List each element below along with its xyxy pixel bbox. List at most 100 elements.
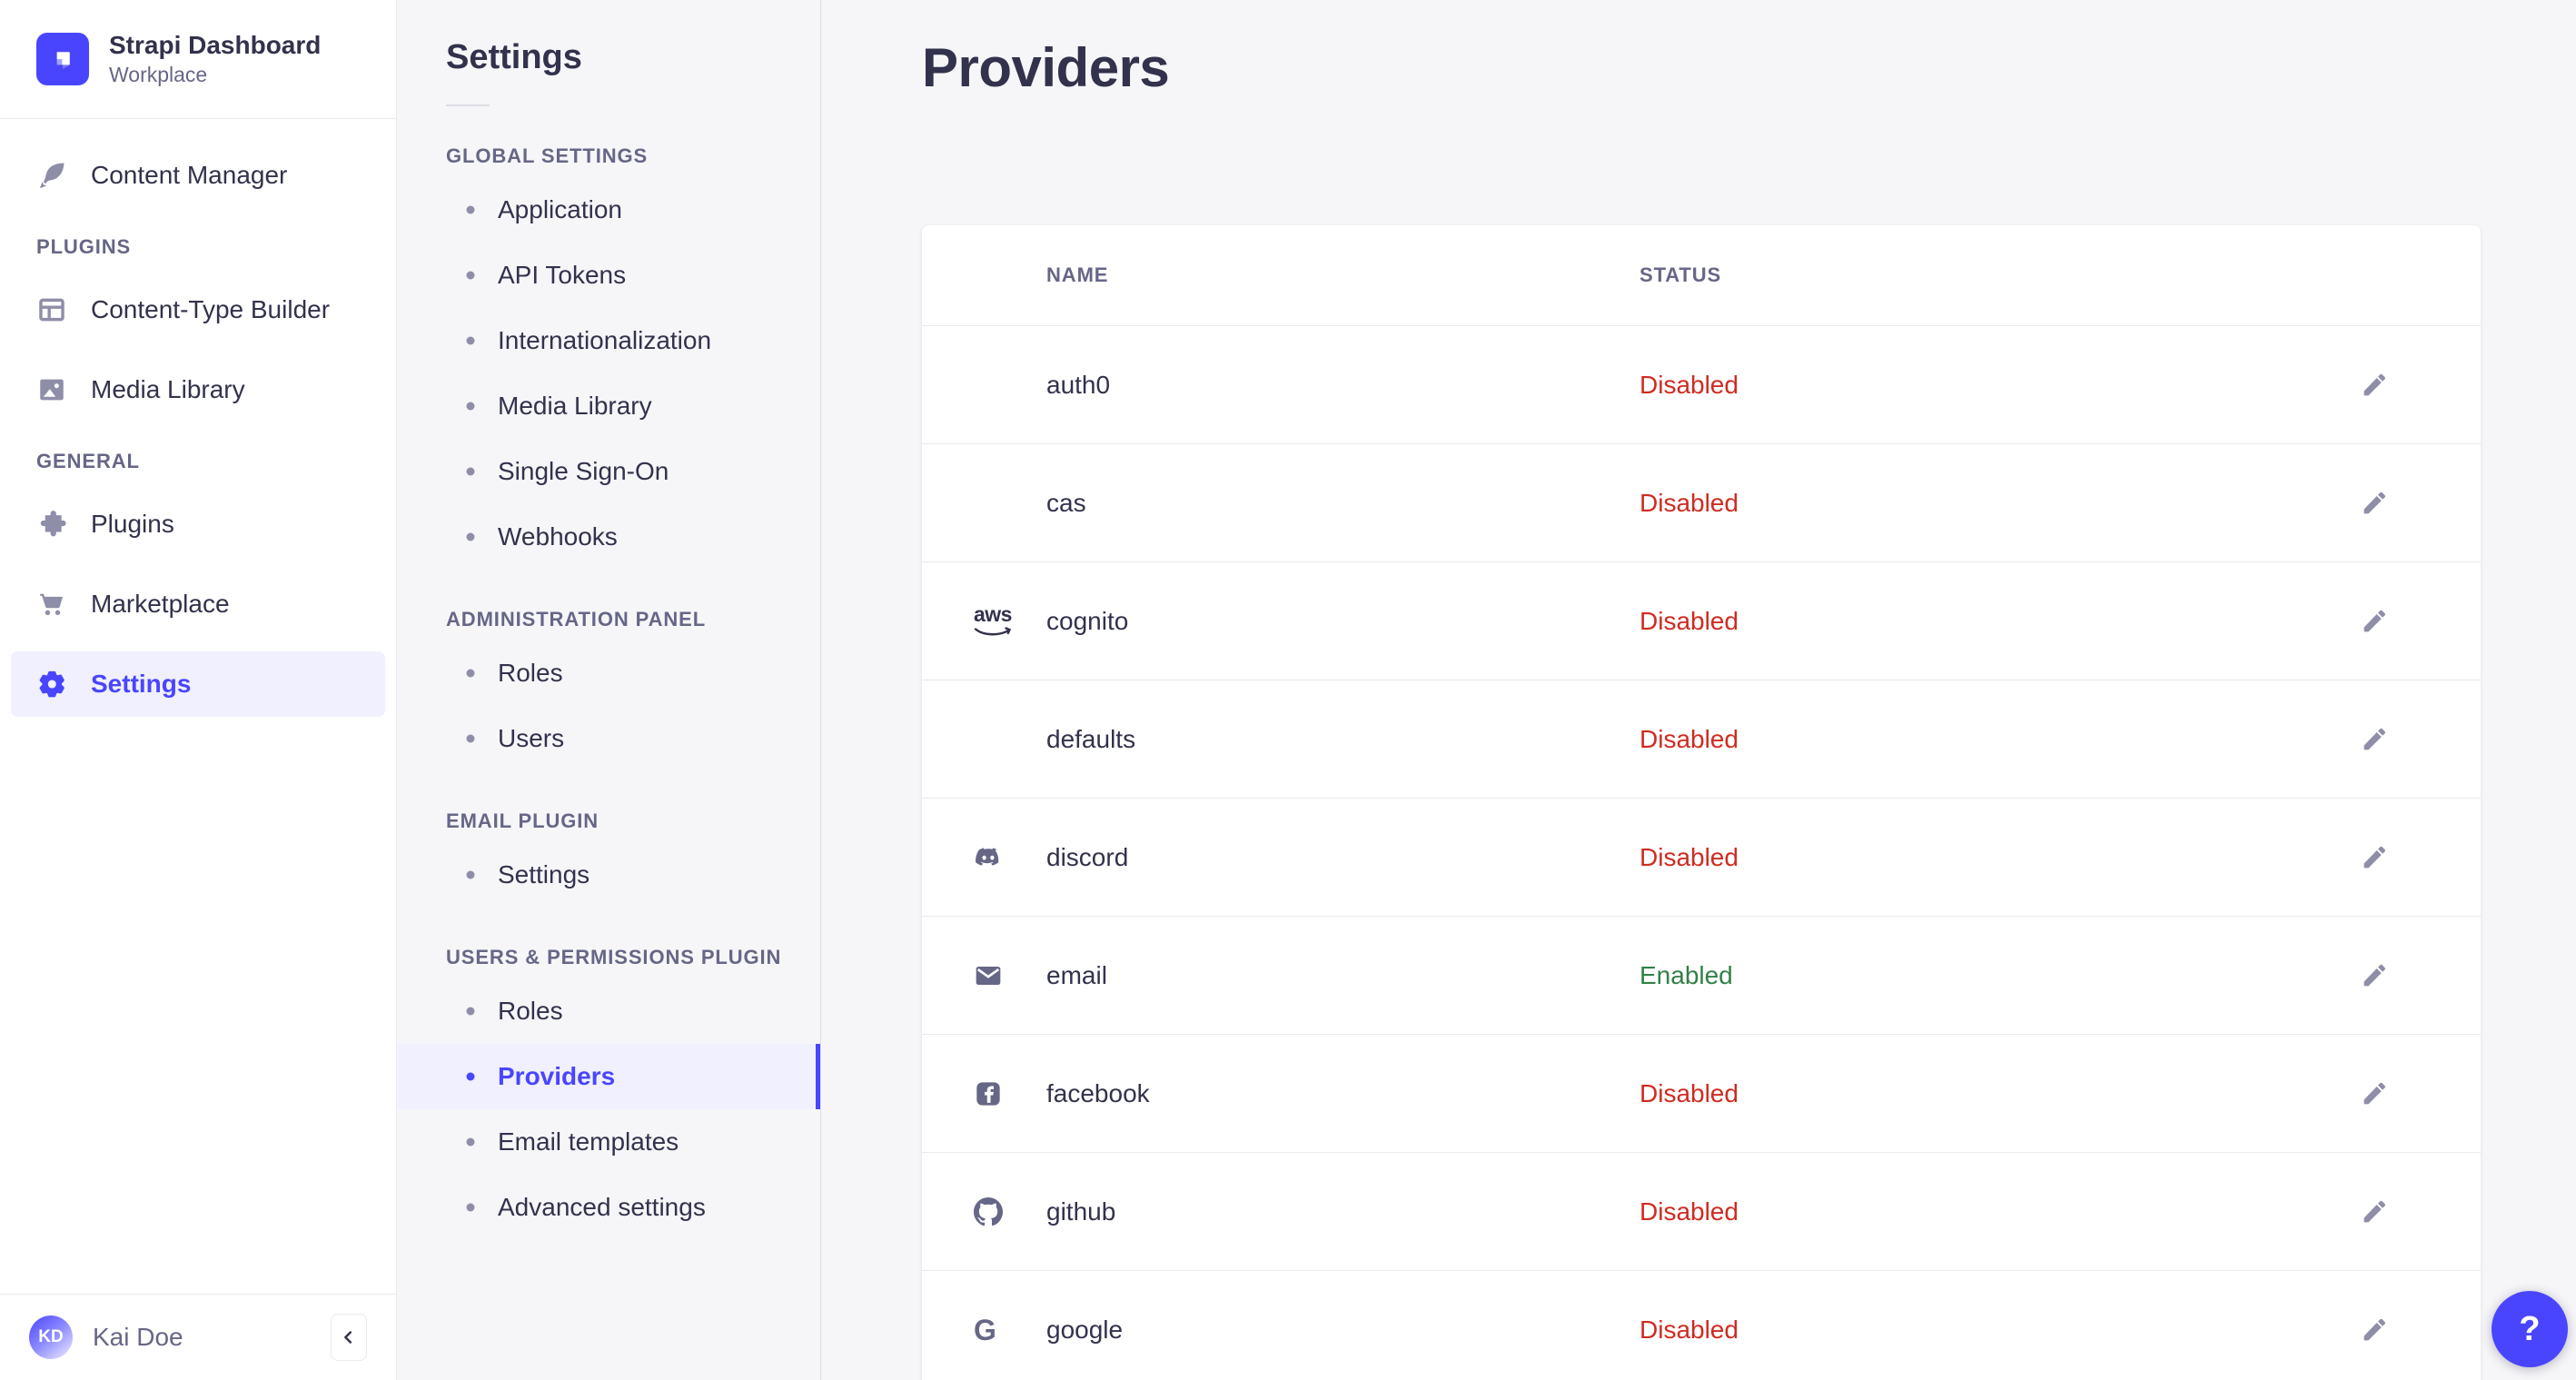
table-row-discord[interactable]: discord Disabled	[922, 798, 2481, 916]
avatar: KD	[29, 1315, 73, 1359]
subnav-item-admin-roles[interactable]: Roles	[398, 640, 820, 706]
status-badge: Disabled	[1640, 724, 1739, 753]
subnav-item-label: Application	[498, 195, 622, 223]
brand-subtitle: Workplace	[109, 63, 208, 87]
subnav-item-admin-users[interactable]: Users	[398, 706, 820, 771]
provider-action-cell	[2320, 1072, 2429, 1116]
subnav-item-api-tokens[interactable]: API Tokens	[398, 243, 820, 308]
sidebar-item-marketplace[interactable]: Marketplace	[11, 571, 385, 637]
sidebar-item-label: Marketplace	[91, 590, 230, 619]
table-row-auth0[interactable]: auth0 Disabled	[922, 325, 2481, 443]
help-button[interactable]: ?	[2492, 1291, 2568, 1367]
edit-provider-button[interactable]	[2353, 1308, 2396, 1352]
subnav-item-up-roles[interactable]: Roles	[398, 978, 820, 1044]
provider-name: discord	[1046, 842, 1129, 871]
status-badge: Disabled	[1640, 1315, 1739, 1344]
collapse-sidebar-button[interactable]	[331, 1314, 367, 1361]
subnav-item-label: Email templates	[498, 1127, 679, 1156]
provider-action-cell	[2320, 600, 2429, 643]
sidebar-item-media-library[interactable]: Media Library	[11, 357, 385, 422]
gear-icon	[39, 671, 64, 698]
sidebar-item-plugins[interactable]: Plugins	[11, 491, 385, 557]
bullet-dot	[466, 669, 475, 678]
settings-subnav: Settings GLOBAL SETTINGS Application API…	[398, 0, 821, 1380]
edit-provider-button[interactable]	[2353, 482, 2396, 525]
subnav-section-global-settings: GLOBAL SETTINGS	[446, 144, 649, 167]
subnav-item-advanced-settings[interactable]: Advanced settings	[398, 1175, 820, 1240]
subnav-item-label: Roles	[498, 997, 563, 1025]
provider-action-cell	[2320, 954, 2429, 998]
subnav-item-providers[interactable]: Providers	[398, 1044, 820, 1109]
table-row-email[interactable]: email Enabled	[922, 916, 2481, 1034]
bullet-dot	[466, 1007, 475, 1016]
facebook-icon	[976, 1081, 1000, 1106]
discord-icon	[976, 847, 999, 866]
subnav-item-internationalization[interactable]: Internationalization	[398, 308, 820, 373]
bullet-dot	[466, 205, 475, 214]
provider-name: cognito	[1046, 606, 1129, 635]
subnav-item-email-settings[interactable]: Settings	[398, 842, 820, 908]
table-row-google[interactable]: G google Disabled	[922, 1270, 2481, 1380]
edit-provider-button[interactable]	[2353, 363, 2396, 407]
table-row-cognito[interactable]: aws cognito Disabled	[922, 561, 2481, 680]
sidebar-item-content-type-builder[interactable]: Content-Type Builder	[11, 277, 385, 343]
edit-provider-button[interactable]	[2353, 1072, 2396, 1116]
table-row-cas[interactable]: cas Disabled	[922, 443, 2481, 561]
edit-provider-button[interactable]	[2353, 600, 2396, 643]
subnav-item-media-library[interactable]: Media Library	[398, 373, 820, 439]
edit-provider-button[interactable]	[2353, 1190, 2396, 1234]
subnav-item-label: Webhooks	[498, 522, 618, 551]
provider-status-cell: Disabled	[1640, 725, 2320, 754]
column-header-name: NAME	[1046, 263, 1109, 286]
edit-provider-button[interactable]	[2353, 954, 2396, 998]
feather-pen-icon	[40, 163, 64, 189]
provider-name: google	[1046, 1315, 1124, 1344]
provider-action-cell	[2320, 836, 2429, 879]
table-row-github[interactable]: github Disabled	[922, 1152, 2481, 1270]
provider-icon-cell: G	[974, 1315, 1046, 1345]
table-row-defaults[interactable]: defaults Disabled	[922, 680, 2481, 798]
title-divider	[446, 104, 490, 106]
bullet-dot	[466, 870, 475, 879]
provider-name: email	[1046, 960, 1107, 989]
table-row-facebook[interactable]: facebook Disabled	[922, 1034, 2481, 1152]
pencil-icon	[2363, 491, 2385, 513]
edit-provider-button[interactable]	[2353, 836, 2396, 879]
sidebar-item-label: Media Library	[91, 375, 245, 404]
status-badge: Disabled	[1640, 370, 1739, 399]
providers-table-card: NAME STATUS auth0 Disabled cas Disabled	[922, 225, 2481, 1380]
puzzle-icon	[40, 511, 66, 537]
bullet-dot	[466, 467, 475, 476]
subnav-item-webhooks[interactable]: Webhooks	[398, 504, 820, 570]
subnav-item-label: Roles	[498, 659, 563, 687]
pencil-icon	[2363, 728, 2385, 750]
sidebar-item-settings[interactable]: Settings	[11, 651, 385, 718]
sidebar-item-content-manager[interactable]: Content Manager	[11, 143, 385, 208]
bullet-dot	[466, 1072, 475, 1081]
main-content: Providers NAME STATUS auth0 Disabled c	[822, 0, 2576, 1380]
aws-icon: aws	[974, 604, 1012, 638]
user-name: Kai Doe	[93, 1323, 183, 1351]
shopping-cart-icon	[39, 594, 64, 616]
subnav-item-label: Settings	[498, 860, 590, 889]
edit-provider-button[interactable]	[2353, 718, 2396, 761]
provider-status-cell: Disabled	[1640, 1079, 2320, 1108]
provider-action-cell	[2320, 718, 2429, 761]
pencil-icon	[2363, 846, 2385, 868]
provider-icon-cell: aws	[974, 604, 1046, 638]
status-badge: Disabled	[1640, 488, 1739, 517]
provider-status-cell: Disabled	[1640, 843, 2320, 872]
pencil-icon	[2363, 1082, 2385, 1104]
subnav-section-users-permissions-plugin: USERS & PERMISSIONS PLUGIN	[446, 946, 782, 968]
subnav-item-application[interactable]: Application	[398, 177, 820, 243]
subnav-item-email-templates[interactable]: Email templates	[398, 1109, 820, 1175]
subnav-item-single-sign-on[interactable]: Single Sign-On	[398, 439, 820, 504]
status-badge: Disabled	[1640, 1196, 1739, 1226]
provider-action-cell	[2320, 482, 2429, 525]
question-mark-icon: ?	[2519, 1309, 2541, 1348]
brand[interactable]: Strapi Dashboard Workplace	[0, 0, 396, 120]
brand-text: Strapi Dashboard Workplace	[109, 29, 321, 89]
provider-action-cell	[2320, 1190, 2429, 1234]
subnav-item-label: Advanced settings	[498, 1193, 706, 1221]
